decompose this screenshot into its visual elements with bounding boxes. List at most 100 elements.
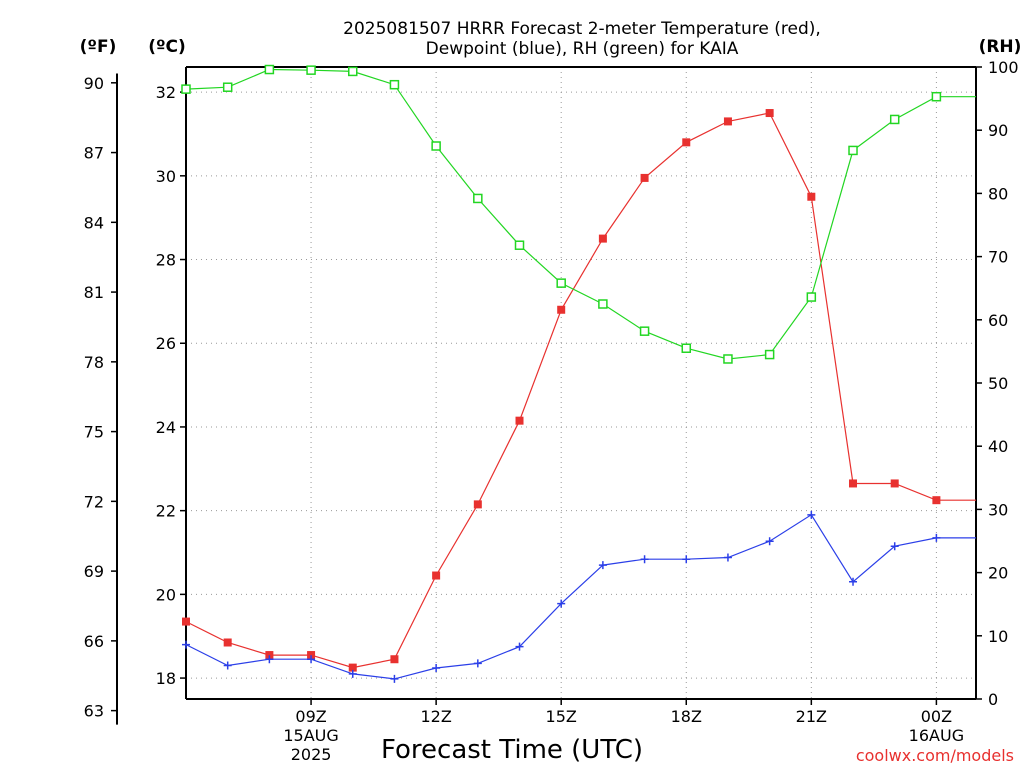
- temperature-point: [890, 479, 899, 488]
- dewpoint-point: [890, 542, 899, 551]
- fahrenheit-tick-label: 72: [84, 492, 104, 511]
- rh-point: [389, 79, 400, 90]
- fahrenheit-tick-label: 75: [84, 423, 104, 442]
- temperature-point: [765, 109, 774, 118]
- rh-tick-label: 40: [988, 437, 1008, 456]
- dewpoint-point: [557, 599, 566, 608]
- temperature-point: [265, 651, 274, 660]
- rh-point: [473, 193, 483, 204]
- title-block: 2025081507 HRRR Forecast 2-meter Tempera…: [343, 19, 821, 59]
- temperature-point: [515, 416, 524, 425]
- rh-tick-label: 20: [988, 564, 1008, 583]
- x-tick-year-label: 2025: [291, 745, 332, 764]
- dewpoint-point: [765, 537, 774, 546]
- rh-point: [264, 64, 275, 75]
- rh-point: [348, 66, 358, 77]
- celsius-unit-label: (ºC): [148, 37, 186, 57]
- rh-unit-label: (RH): [979, 37, 1022, 57]
- dewpoint-point: [182, 640, 190, 649]
- x-tick-label: 18Z: [671, 707, 702, 726]
- axes: [111, 66, 982, 725]
- dewpoint-point: [515, 642, 524, 651]
- temperature-point: [390, 655, 399, 664]
- temperature-point: [849, 479, 858, 488]
- rh-tick-label: 60: [988, 311, 1008, 330]
- dewpoint-point: [807, 510, 816, 519]
- temperature-point: [723, 117, 732, 126]
- chart-title-line1: 2025081507 HRRR Forecast 2-meter Tempera…: [343, 19, 821, 39]
- rh-point: [889, 114, 900, 125]
- rh-tick-label: 50: [988, 374, 1008, 393]
- rh-point: [431, 141, 441, 151]
- rh-point: [764, 349, 775, 360]
- x-axis-title: Forecast Time (UTC): [381, 735, 643, 765]
- dewpoint-point: [432, 664, 441, 673]
- chart-title-line2: Dewpoint (blue), RH (green) for KAIA: [426, 39, 739, 59]
- celsius-tick-label: 24: [156, 418, 176, 437]
- rh-line: [185, 68, 976, 360]
- celsius-tick-label: 26: [156, 334, 176, 353]
- x-tick-label: 12Z: [420, 707, 451, 726]
- fahrenheit-tick-label: 63: [84, 702, 104, 721]
- x-tick-label: 00Z: [921, 707, 952, 726]
- temperature-point: [557, 305, 566, 314]
- celsius-tick-label: 30: [156, 167, 176, 186]
- dewpoint-point: [682, 555, 691, 564]
- rh-point: [222, 82, 233, 92]
- rh-point: [681, 343, 692, 353]
- temperature-point: [432, 571, 441, 580]
- dewpoint-point: [307, 655, 316, 664]
- temperature-point: [932, 496, 941, 505]
- x-tick-label: 15Z: [546, 707, 577, 726]
- temperature-point: [348, 663, 357, 672]
- rh-point: [723, 354, 733, 364]
- rh-point: [639, 326, 650, 336]
- temperature-point: [473, 500, 482, 509]
- rh-point: [931, 91, 942, 102]
- rh-tick-label: 70: [988, 248, 1008, 267]
- temperature-point: [182, 617, 190, 626]
- x-tick-date-label: 15AUG: [283, 726, 338, 745]
- dewpoint-point: [265, 655, 274, 664]
- temperature-point: [682, 138, 691, 147]
- dewpoint-point: [932, 533, 941, 542]
- celsius-tick-label: 20: [156, 585, 176, 604]
- rh-tick-label: 10: [988, 627, 1008, 646]
- dewpoint-point: [849, 577, 858, 586]
- dewpoint-point: [348, 669, 357, 678]
- fahrenheit-tick-label: 78: [84, 353, 104, 372]
- temperature-point: [307, 651, 316, 660]
- celsius-tick-label: 28: [156, 251, 176, 270]
- dewpoint-point: [473, 659, 482, 668]
- rh-point: [514, 240, 525, 250]
- fahrenheit-tick-label: 66: [84, 632, 104, 651]
- series: [181, 64, 976, 683]
- credit-text: coolwx.com/models: [856, 746, 1014, 765]
- temperature-point: [640, 173, 649, 182]
- fahrenheit-unit-label: (ºF): [80, 37, 117, 57]
- celsius-tick-label: 22: [156, 502, 176, 521]
- dewpoint-point: [390, 674, 399, 683]
- celsius-tick-label: 32: [156, 83, 176, 102]
- rh-point: [598, 299, 608, 309]
- tick-labels: 63 66 69 72 75 78 81 84 87 90 18 20 22 24 26 28 30 32 0 10 2…: [84, 58, 1019, 764]
- fahrenheit-tick-label: 69: [84, 562, 104, 581]
- x-tick-label: 09Z: [295, 707, 326, 726]
- rh-point: [556, 278, 566, 288]
- fahrenheit-tick-label: 81: [84, 283, 104, 302]
- temperature-point: [807, 192, 816, 201]
- fahrenheit-tick-label: 84: [84, 213, 104, 232]
- dewpoint-point: [598, 561, 607, 570]
- rh-point: [181, 84, 191, 94]
- fahrenheit-tick-label: 90: [84, 74, 104, 93]
- rh-point: [806, 292, 817, 302]
- temperature-line: [185, 112, 976, 669]
- rh-tick-label: 90: [988, 121, 1008, 140]
- rh-tick-label: 100: [988, 58, 1019, 77]
- x-tick-date-label: 16AUG: [909, 726, 964, 745]
- dewpoint-point: [723, 553, 732, 562]
- rh-tick-label: 80: [988, 184, 1008, 203]
- rh-point: [306, 65, 316, 75]
- celsius-tick-label: 18: [156, 669, 176, 688]
